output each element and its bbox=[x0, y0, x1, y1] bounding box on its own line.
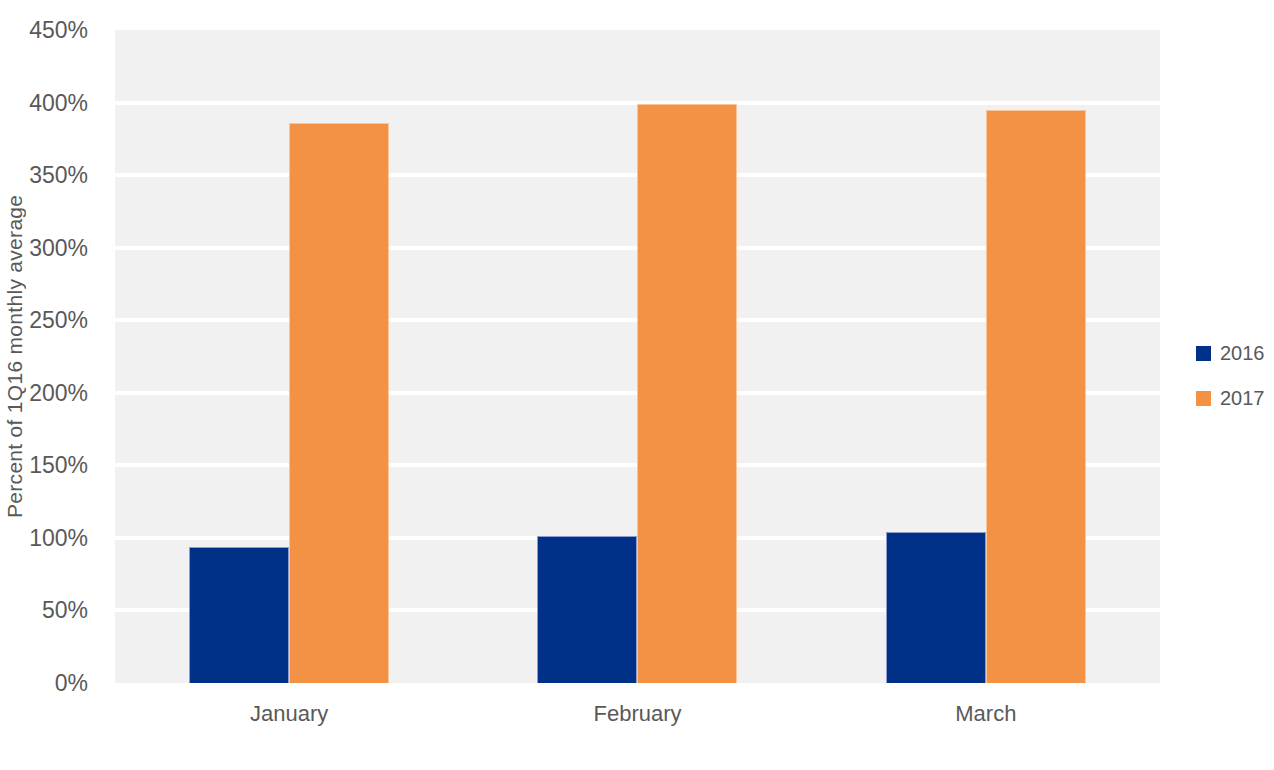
legend-swatch-2016-icon bbox=[1196, 346, 1211, 361]
x-axis-tick-labels: JanuaryFebruaryMarch bbox=[115, 701, 1160, 727]
bar-chart: Percent of 1Q16 monthly average 0%50%100… bbox=[0, 0, 1274, 770]
category-group-february bbox=[463, 30, 811, 683]
y-tick-label: 400% bbox=[29, 91, 88, 114]
y-tick-label: 450% bbox=[29, 19, 88, 42]
category-group-january bbox=[115, 30, 463, 683]
bar-2016-march bbox=[886, 532, 986, 683]
y-tick-label: 200% bbox=[29, 381, 88, 404]
y-tick-label: 150% bbox=[29, 454, 88, 477]
legend-item-2016: 2016 bbox=[1196, 342, 1265, 365]
legend-label-2017: 2017 bbox=[1220, 387, 1265, 410]
y-tick-label: 50% bbox=[42, 599, 88, 622]
x-tick-label-march: March bbox=[812, 701, 1160, 727]
legend: 2016 2017 bbox=[1196, 342, 1265, 410]
y-tick-label: 300% bbox=[29, 236, 88, 259]
bar-2017-january bbox=[289, 123, 389, 683]
x-tick-label-january: January bbox=[115, 701, 463, 727]
y-tick-label: 100% bbox=[29, 526, 88, 549]
bar-2017-march bbox=[986, 110, 1086, 683]
bar-2017-february bbox=[637, 104, 737, 683]
y-tick-label: 0% bbox=[55, 672, 88, 695]
legend-label-2016: 2016 bbox=[1220, 342, 1265, 365]
legend-item-2017: 2017 bbox=[1196, 387, 1265, 410]
category-group-march bbox=[812, 30, 1160, 683]
plot-area bbox=[115, 30, 1160, 683]
y-axis-tick-labels: 0%50%100%150%200%250%300%350%400%450% bbox=[0, 30, 88, 683]
y-tick-label: 250% bbox=[29, 309, 88, 332]
bar-2016-february bbox=[537, 536, 637, 683]
x-tick-label-february: February bbox=[463, 701, 811, 727]
bar-2016-january bbox=[189, 547, 289, 683]
legend-swatch-2017-icon bbox=[1196, 391, 1211, 406]
bars bbox=[115, 30, 1160, 683]
y-tick-label: 350% bbox=[29, 164, 88, 187]
